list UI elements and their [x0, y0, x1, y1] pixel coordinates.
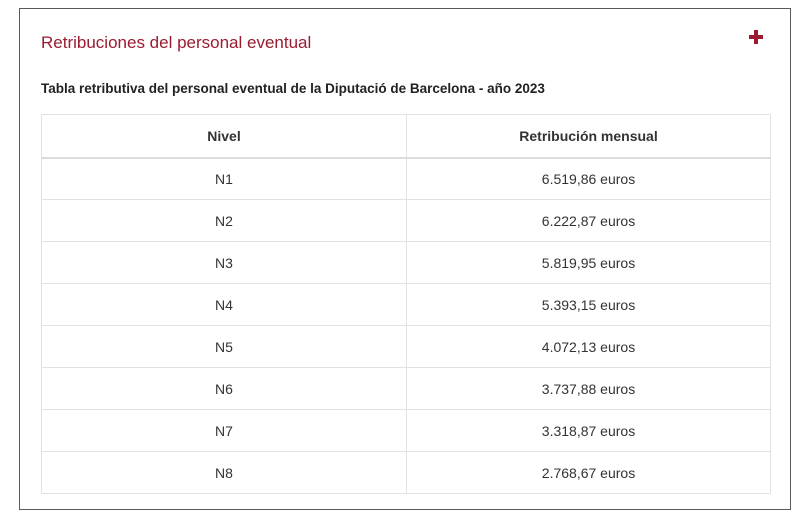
cell-nivel: N8: [41, 451, 407, 494]
cell-retribucion: 2.768,67 euros: [406, 451, 771, 494]
cell-retribucion: 6.222,87 euros: [406, 199, 771, 242]
column-header-nivel: Nivel: [41, 114, 407, 159]
cell-nivel: N2: [41, 199, 407, 242]
retribution-table: Nivel Retribución mensual N1 6.519,86 eu…: [41, 114, 771, 494]
cell-nivel: N4: [41, 283, 407, 326]
table-row: N7 3.318,87 euros: [41, 409, 771, 452]
cell-retribucion: 3.318,87 euros: [406, 409, 771, 452]
retribuciones-panel: Retribuciones del personal eventual Tabl…: [19, 8, 791, 510]
cell-nivel: N1: [41, 157, 407, 200]
table-row: N4 5.393,15 euros: [41, 283, 771, 326]
table-row: N6 3.737,88 euros: [41, 367, 771, 410]
cell-retribucion: 4.072,13 euros: [406, 325, 771, 368]
panel-title[interactable]: Retribuciones del personal eventual: [41, 33, 312, 52]
table-row: N8 2.768,67 euros: [41, 451, 771, 494]
table-row: N5 4.072,13 euros: [41, 325, 771, 368]
table-caption: Tabla retributiva del personal eventual …: [41, 81, 545, 96]
cell-nivel: N7: [41, 409, 407, 452]
cell-retribucion: 3.737,88 euros: [406, 367, 771, 410]
table-header-row: Nivel Retribución mensual: [41, 114, 771, 159]
expand-button[interactable]: [748, 29, 766, 47]
table-row: N1 6.519,86 euros: [41, 157, 771, 200]
plus-icon: [749, 30, 763, 44]
cell-nivel: N3: [41, 241, 407, 284]
cell-nivel: N5: [41, 325, 407, 368]
cell-retribucion: 6.519,86 euros: [406, 157, 771, 200]
table-row: N3 5.819,95 euros: [41, 241, 771, 284]
table-row: N2 6.222,87 euros: [41, 199, 771, 242]
retribution-table-container: Nivel Retribución mensual N1 6.519,86 eu…: [41, 114, 771, 494]
cell-retribucion: 5.819,95 euros: [406, 241, 771, 284]
cell-retribucion: 5.393,15 euros: [406, 283, 771, 326]
column-header-retribucion: Retribución mensual: [406, 114, 771, 159]
cell-nivel: N6: [41, 367, 407, 410]
